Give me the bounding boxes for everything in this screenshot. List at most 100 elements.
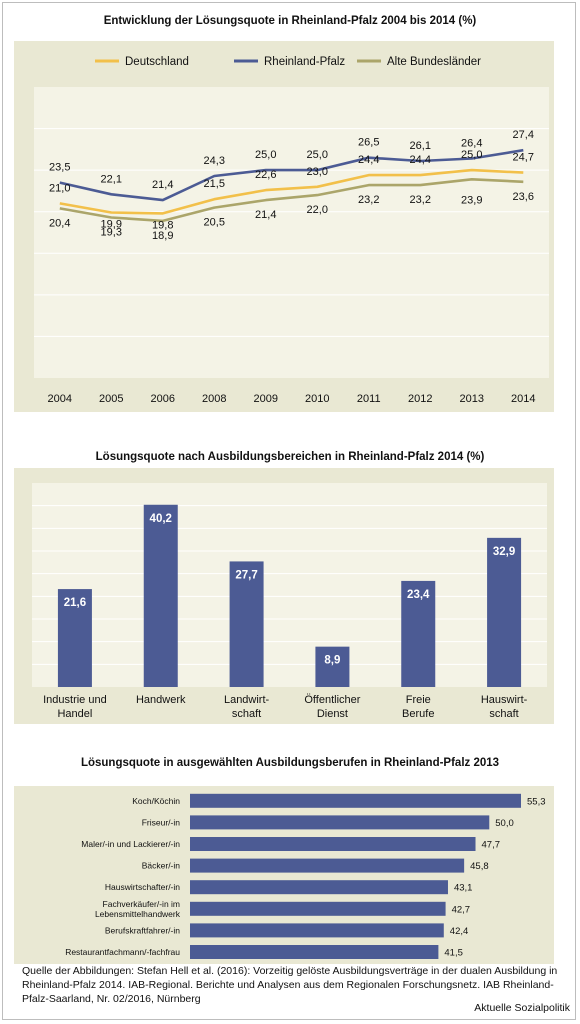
hbar-category-label: Koch/Köchin — [132, 796, 180, 806]
line-plot-area — [34, 87, 549, 378]
data-label: 21,0 — [49, 182, 70, 194]
line-chart-title: Entwicklung der Lösungsquote in Rheinlan… — [103, 15, 477, 27]
hbar-value-label: 43,1 — [454, 883, 473, 894]
bar — [57, 589, 92, 687]
bar-value-label: 32,9 — [493, 546, 515, 558]
brand-label: Aktuelle Sozialpolitik — [474, 1002, 570, 1014]
legend-label: Rheinland-Pfalz — [264, 56, 345, 68]
hbar-category-label: Maler/-in und Lackierer/-in — [81, 839, 180, 849]
vertical-bar-chart: 21,6 Industrie und Handel 40,2 Handwerk 27,7 L… — [14, 468, 554, 724]
category-label: schaft — [232, 708, 261, 720]
horizontal-bar-chart: 55,3 Koch/Köchin 50,0 Friseur/-in 47,7 Maler/… — [14, 786, 554, 964]
hbar — [190, 793, 521, 808]
data-label: 20,4 — [49, 217, 70, 229]
hbar-value-label: 42,7 — [452, 904, 471, 915]
data-label: 22,1 — [101, 173, 122, 185]
series-line — [59, 178, 524, 223]
data-label: 25,0 — [255, 149, 276, 161]
category-label: Öffentlicher — [304, 694, 360, 706]
bar-value-label: 8,9 — [324, 655, 340, 667]
bar — [143, 504, 178, 687]
x-tick-label: 2011 — [357, 393, 381, 405]
data-label: 22,0 — [307, 204, 328, 216]
x-tick-label: 2009 — [254, 393, 278, 405]
bar-chart-title: Lösungsquote nach Ausbildungsbereichen i… — [95, 451, 485, 463]
x-tick-label: 2008 — [202, 393, 226, 405]
legend-label: Alte Bundesländer — [387, 56, 481, 68]
hbar-category-label: Hauswirtschafter/-in — [105, 882, 180, 892]
bar-plot-area — [32, 483, 547, 687]
hbar-category-label: Friseur/-in — [142, 817, 181, 827]
bar-value-label: 23,4 — [407, 589, 430, 601]
hbar — [190, 880, 448, 895]
source-note: Quelle der Abbildungen: Stefan Hell et a… — [22, 965, 558, 1005]
data-label: 24,4 — [358, 154, 379, 166]
category-label: Dienst — [317, 708, 348, 720]
data-label: 19,3 — [101, 227, 122, 239]
hbar — [190, 923, 444, 938]
data-label: 22,6 — [255, 169, 276, 181]
category-label: Berufe — [402, 708, 434, 720]
category-label: Handwerk — [136, 694, 186, 706]
data-label: 23,2 — [410, 194, 431, 206]
data-label: 23,2 — [358, 194, 379, 206]
x-tick-label: 2006 — [151, 393, 175, 405]
category-label: Handel — [57, 708, 92, 720]
hbar — [190, 815, 490, 830]
bar-value-label: 40,2 — [150, 513, 172, 525]
data-label: 21,5 — [204, 178, 225, 190]
data-label: 25,0 — [307, 149, 328, 161]
bar — [401, 580, 436, 687]
series-line — [59, 148, 524, 202]
data-label: 27,4 — [513, 129, 534, 141]
data-label: 26,5 — [358, 137, 379, 149]
category-label: schaft — [489, 708, 518, 720]
hbar-category-label: Fachverkäufer/-in im — [103, 899, 180, 909]
x-tick-label: 2013 — [460, 393, 484, 405]
data-label: 23,0 — [307, 166, 328, 178]
bar — [315, 646, 350, 687]
hbar — [190, 858, 465, 873]
category-label: Freie — [406, 694, 431, 706]
category-label: Landwirt- — [224, 694, 270, 706]
data-label: 19,9 — [101, 219, 122, 231]
data-label: 18,9 — [152, 230, 173, 242]
hbar — [190, 837, 476, 851]
x-tick-label: 2005 — [99, 393, 123, 405]
data-label: 26,4 — [461, 138, 482, 150]
hbar — [190, 901, 446, 916]
hbar-category-label: Restaurantfachmann/-fachfrau — [65, 947, 180, 957]
x-tick-label: 2004 — [48, 393, 72, 405]
data-label: 21,4 — [152, 179, 173, 191]
data-label: 23,9 — [461, 194, 482, 206]
bar — [229, 561, 264, 687]
category-label: Industrie und — [43, 694, 107, 706]
hbar-category-label: Berufskraftfahrer/-in — [105, 925, 180, 935]
hbar-value-label: 42,4 — [450, 926, 469, 937]
hbar-value-label: 47,7 — [482, 840, 501, 851]
hbar-value-label: 55,3 — [527, 796, 546, 807]
hbar-value-label: 45,8 — [470, 861, 489, 872]
hbar-category-label: Bäcker/-in — [142, 861, 181, 871]
legend-label: Deutschland — [125, 56, 189, 68]
x-tick-label: 2012 — [408, 393, 432, 405]
x-tick-label: 2014 — [511, 393, 535, 405]
hbar-chart-title: Lösungsquote in ausgewählten Ausbildungs… — [80, 757, 500, 769]
line-chart: 2004 2005 2006 2008 2009 2010 2011 2012 2013 2014… — [14, 41, 554, 412]
x-tick-label: 2010 — [305, 393, 329, 405]
category-label: Hauswirt- — [481, 694, 528, 706]
data-label: 24,7 — [513, 152, 534, 164]
hbar-value-label: 41,5 — [444, 948, 463, 959]
data-label: 23,6 — [513, 191, 534, 203]
series-line — [59, 168, 524, 215]
hbar — [190, 945, 439, 959]
data-label: 21,4 — [255, 209, 276, 221]
bar — [487, 537, 522, 687]
bar-value-label: 27,7 — [235, 569, 257, 581]
data-label: 25,0 — [461, 149, 482, 161]
data-label: 23,5 — [49, 162, 70, 174]
hbar-value-label: 50,0 — [495, 818, 514, 829]
bar-value-label: 21,6 — [64, 597, 86, 609]
data-label: 24,3 — [204, 155, 225, 167]
